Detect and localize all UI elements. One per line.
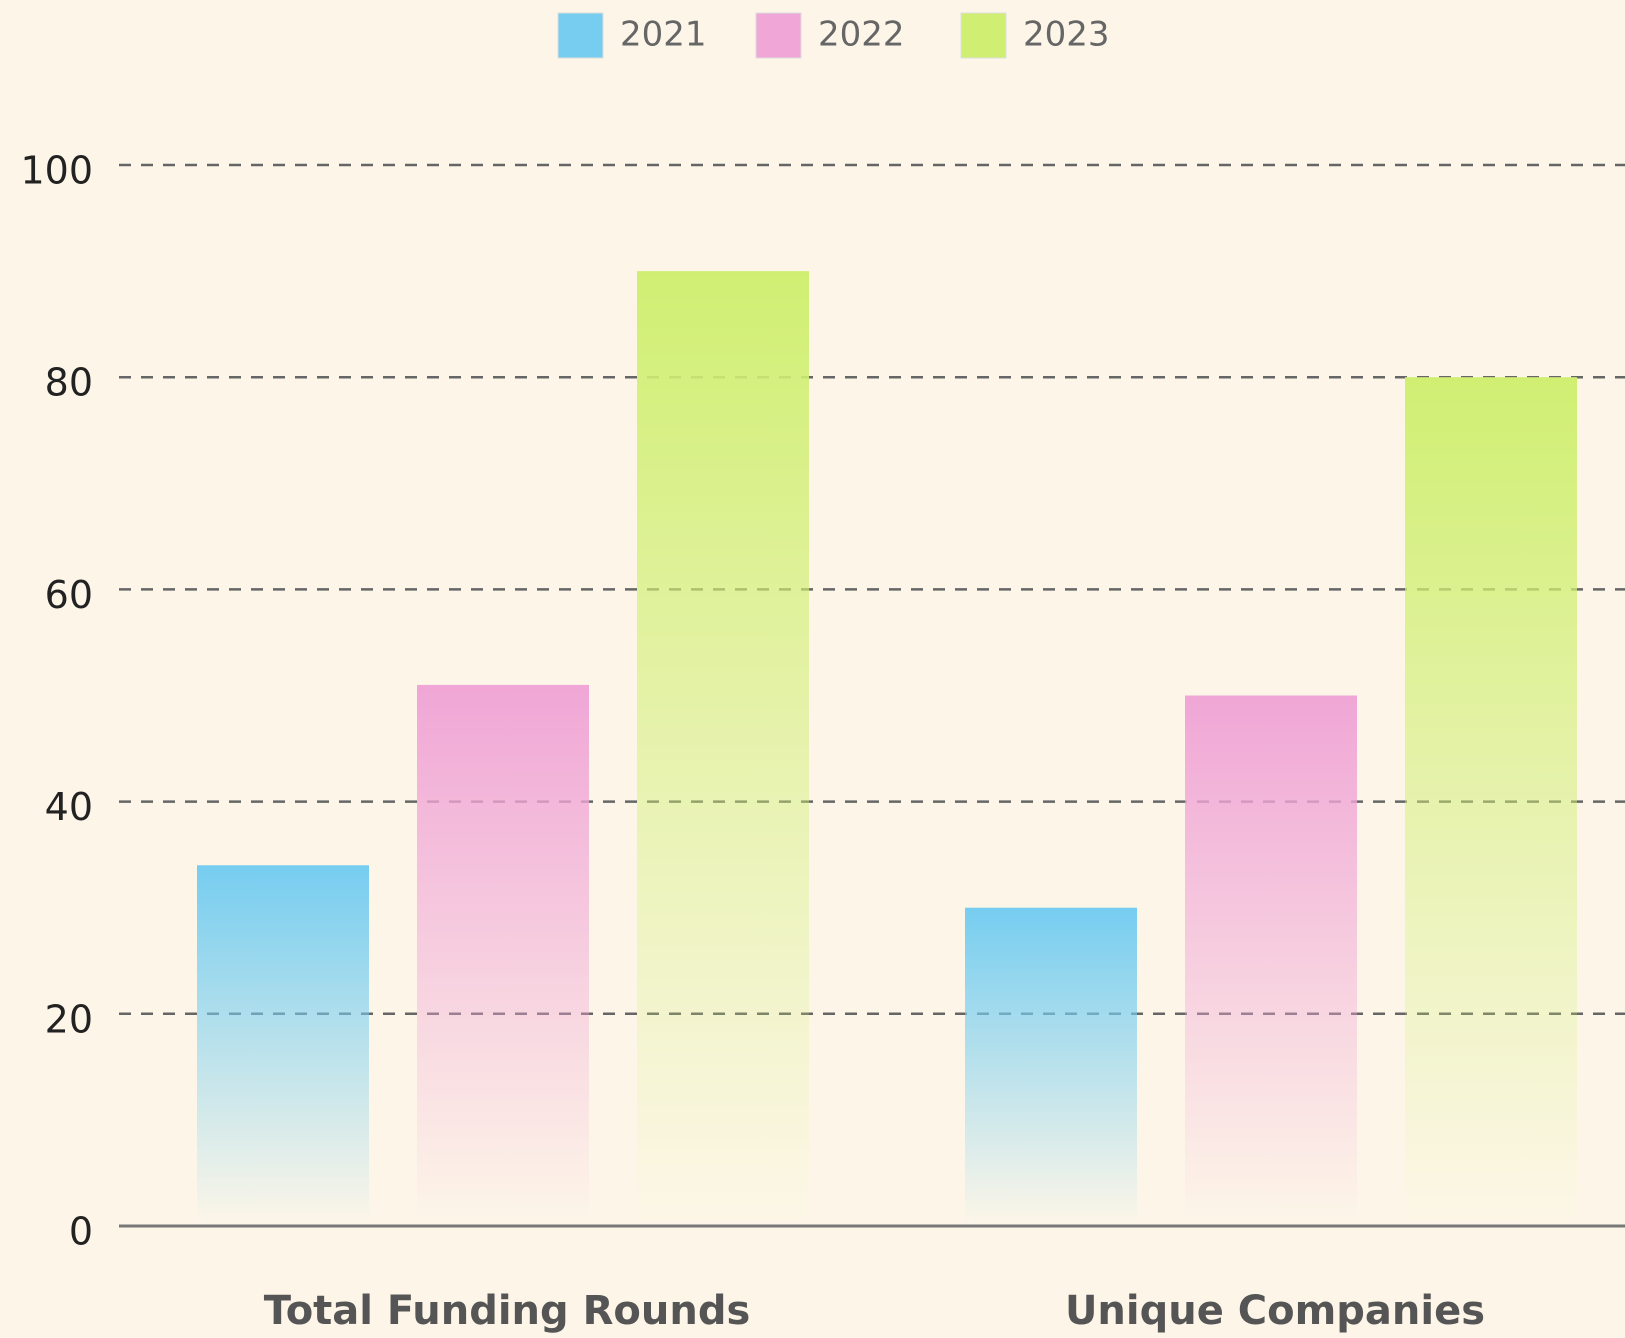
- bar: [1405, 377, 1577, 1226]
- x-tick-label: Total Funding Rounds: [264, 1288, 751, 1334]
- legend-swatch: [557, 12, 604, 59]
- y-tick-label: 40: [45, 785, 93, 829]
- bar: [417, 684, 589, 1226]
- bar: [965, 907, 1137, 1226]
- y-tick-label: 80: [45, 361, 93, 405]
- legend-label: 2022: [818, 15, 905, 55]
- y-tick-label: 0: [69, 1210, 93, 1254]
- bar: [197, 865, 369, 1226]
- bar: [1185, 695, 1357, 1226]
- y-tick-label: 60: [45, 573, 93, 617]
- bar: [637, 271, 809, 1227]
- legend-label: 2021: [620, 15, 707, 55]
- legend-label: 2023: [1023, 15, 1110, 55]
- x-tick-label: Unique Companies: [1065, 1288, 1485, 1334]
- legend-swatch: [755, 12, 802, 59]
- legend-swatch: [960, 12, 1007, 59]
- y-tick-label: 20: [45, 997, 93, 1041]
- y-tick-label: 100: [20, 149, 93, 193]
